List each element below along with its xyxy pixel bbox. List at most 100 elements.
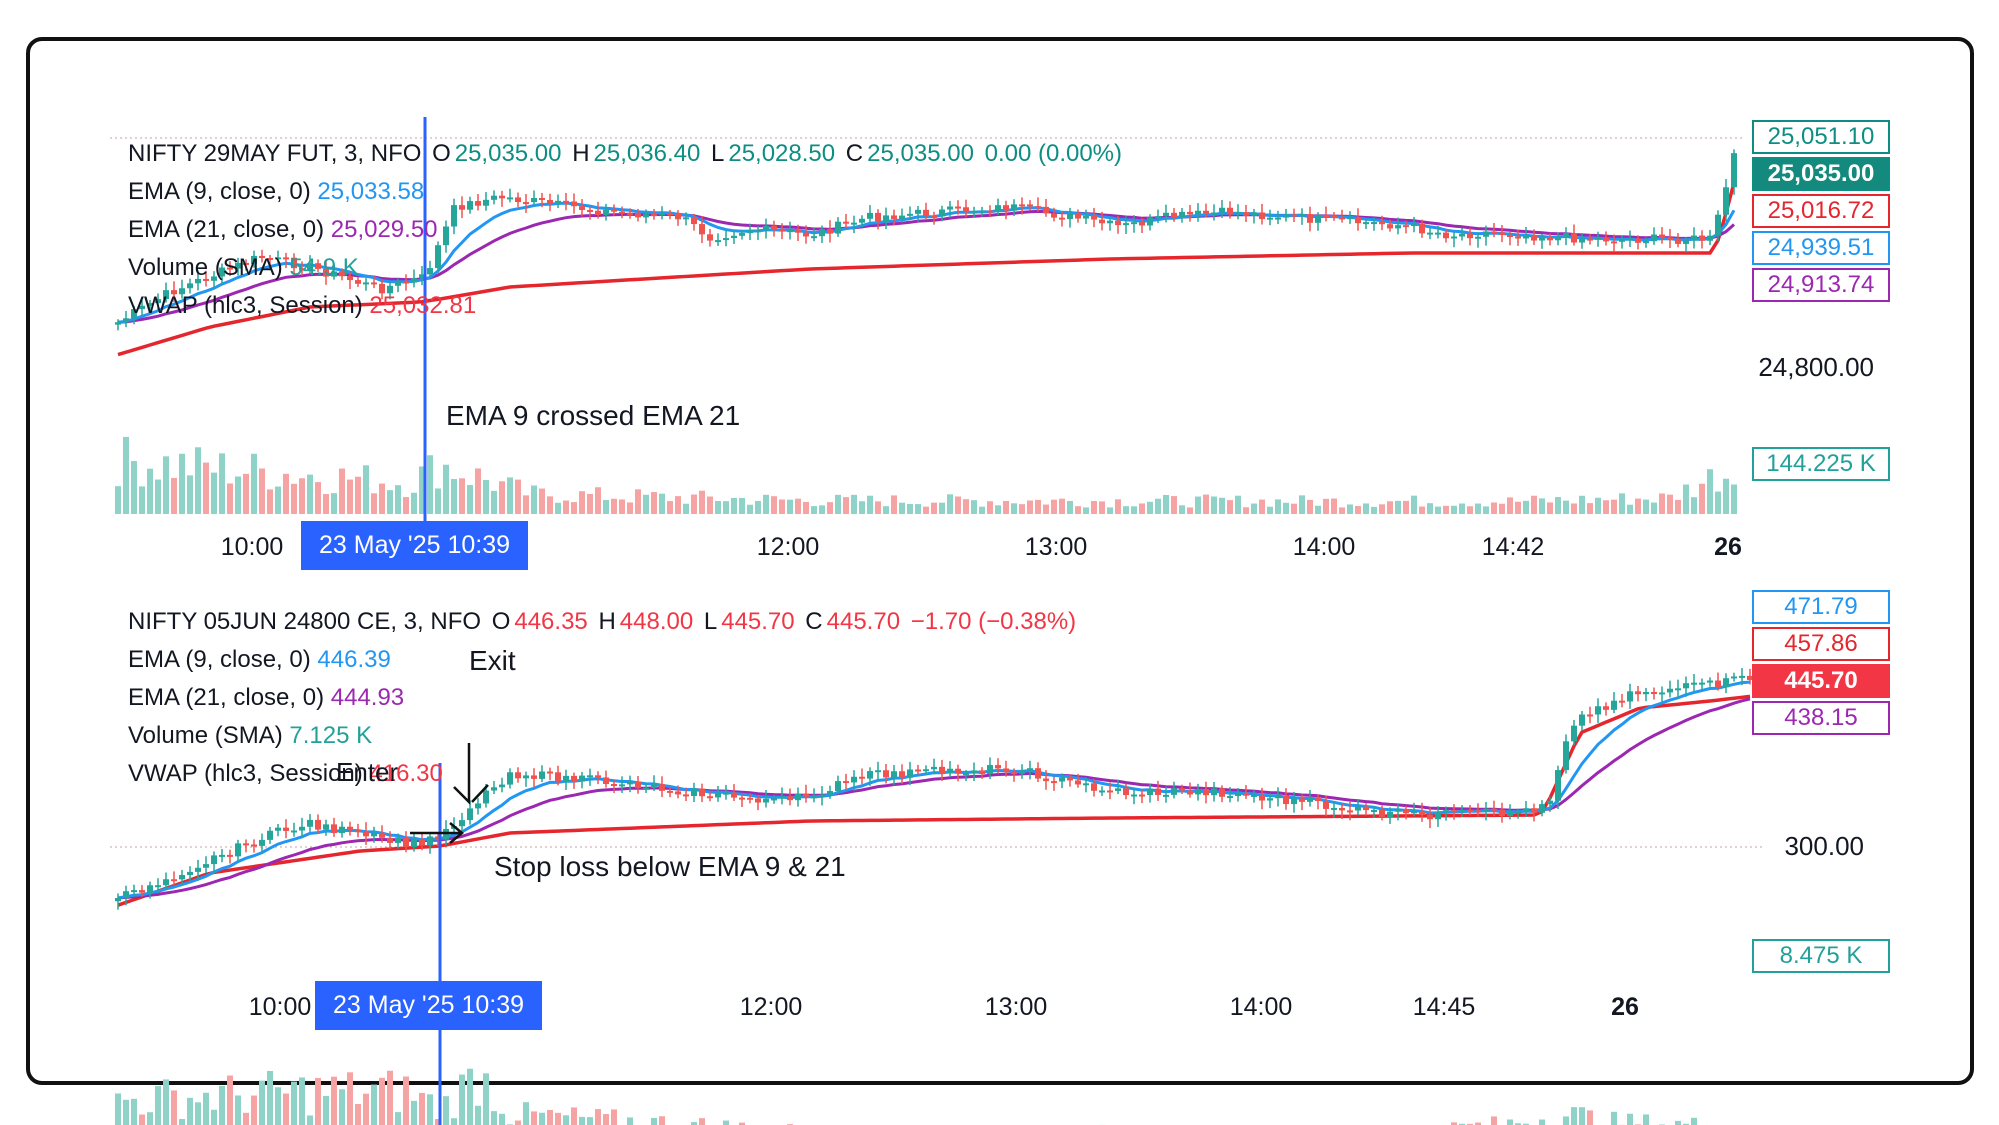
options-chart-canvas[interactable]: [110, 585, 1900, 1125]
vwap-row[interactable]: VWAP (hlc3, Session) 25,032.81: [128, 287, 1126, 325]
candle-body: [931, 215, 937, 218]
vwap-row[interactable]: VWAP (hlc3, Session) 416.30: [128, 755, 1080, 793]
candle-body: [1475, 810, 1481, 813]
volume-bar: [699, 1118, 705, 1125]
candle-body: [851, 776, 857, 783]
candle-body: [187, 283, 193, 289]
volume-bar: [115, 1093, 121, 1125]
candle-body: [619, 784, 625, 787]
candle-body: [1627, 691, 1633, 702]
volume-bar: [1507, 1119, 1513, 1125]
ema9-value: 446.39: [317, 646, 391, 673]
price-tag-ema9: 24,939.51: [1752, 231, 1890, 265]
candle-body: [1515, 811, 1521, 814]
candle-body: [747, 230, 753, 234]
candle-body: [763, 225, 769, 231]
options-chart-panel[interactable]: NIFTY 05JUN 24800 CE, 3, NFO O 446.35 H 44…: [110, 585, 1900, 1125]
volume-bar: [443, 464, 449, 514]
volume-bar: [1331, 498, 1337, 514]
volume-bar: [1483, 506, 1489, 514]
candle-body: [1195, 210, 1201, 215]
volume-bar: [451, 1118, 457, 1125]
ema21-row[interactable]: EMA (21, close, 0) 25,029.50: [128, 211, 1126, 249]
candle-body: [1243, 212, 1249, 216]
volume-bar: [1587, 503, 1593, 514]
candle-body: [1667, 237, 1673, 240]
volume-bar: [1675, 499, 1681, 514]
candle-body: [1715, 680, 1721, 688]
candle-body: [627, 781, 633, 785]
volume-bar: [667, 501, 673, 514]
candle-body: [979, 770, 985, 775]
volume-bar: [747, 504, 753, 514]
candle-body: [659, 784, 665, 791]
candle-body: [115, 897, 121, 902]
volume-bar: [243, 1112, 249, 1125]
candle-body: [563, 775, 569, 783]
volume-bar: [1339, 507, 1345, 514]
candle-body: [1739, 675, 1745, 678]
candle-body: [1635, 238, 1641, 243]
candle-body: [1131, 794, 1137, 797]
ema9-row[interactable]: EMA (9, close, 0) 446.39: [128, 641, 1080, 679]
volume-bar: [163, 1079, 169, 1125]
volume-bar: [731, 497, 737, 514]
candle-body: [627, 212, 633, 215]
volume-bar: [1139, 503, 1145, 514]
candle-body: [819, 229, 825, 237]
candle-body: [1275, 217, 1281, 220]
close-label: C: [845, 140, 864, 167]
candle-body: [1451, 236, 1457, 239]
volume-row[interactable]: Volume (SMA) 7.125 K: [128, 717, 1080, 755]
volume-row[interactable]: Volume (SMA) 54.9 K: [128, 249, 1126, 287]
candle-body: [507, 197, 513, 200]
volume-bar: [723, 1120, 729, 1125]
volume-bar: [627, 502, 633, 514]
candle-body: [715, 240, 721, 243]
candle-body: [1611, 241, 1617, 244]
candle-body: [1547, 800, 1553, 805]
volume-bar: [1347, 504, 1353, 514]
futures-chart-panel[interactable]: NIFTY 29MAY FUT, 3, NFO O 25,035.00 H 25,0…: [110, 117, 1900, 575]
candle-body: [691, 217, 697, 225]
price-tag-ema9: 471.79: [1752, 590, 1890, 624]
ema21-row[interactable]: EMA (21, close, 0) 444.93: [128, 679, 1080, 717]
volume-bar: [1627, 1113, 1633, 1125]
candle-body: [1219, 788, 1225, 797]
volume-bar: [1211, 496, 1217, 514]
candle-body: [683, 217, 689, 220]
candle-body: [435, 245, 441, 269]
candle-body: [211, 855, 217, 865]
candle-body: [1643, 691, 1649, 695]
volume-bar: [691, 1122, 697, 1125]
candle-body: [547, 771, 553, 774]
candle-body: [1579, 714, 1585, 726]
candle-body: [507, 772, 513, 785]
futures-chart-canvas[interactable]: [110, 117, 1900, 575]
volume-bar: [315, 1078, 321, 1125]
candle-body: [555, 772, 561, 783]
volume-bar: [515, 1120, 521, 1125]
volume-bar: [203, 1092, 209, 1125]
volume-bar: [291, 483, 297, 514]
ema21-label: EMA (21, close, 0): [128, 684, 325, 711]
candle-body: [307, 263, 313, 271]
x-tick: 10:00: [248, 993, 312, 1021]
candle-body: [347, 826, 353, 831]
candle-body: [1475, 236, 1481, 239]
volume-axis-tag: 8.475 K: [1752, 939, 1890, 973]
ohlc-row: NIFTY 29MAY FUT, 3, NFO O 25,035.00 H 25,0…: [128, 135, 1126, 173]
volume-bar: [139, 486, 145, 514]
candle-body: [1515, 236, 1521, 239]
futures-legend: NIFTY 29MAY FUT, 3, NFO O 25,035.00 H 25,0…: [128, 135, 1126, 325]
symbol-label[interactable]: NIFTY 05JUN 24800 CE, 3, NFO: [128, 608, 482, 635]
candle-body: [1459, 233, 1465, 237]
candle-body: [603, 777, 609, 784]
candle-body: [339, 271, 345, 277]
volume-bar: [331, 493, 337, 514]
volume-bar: [811, 506, 817, 514]
symbol-label[interactable]: NIFTY 29MAY FUT, 3, NFO: [128, 140, 422, 167]
candle-body: [1179, 788, 1185, 791]
ema9-row[interactable]: EMA (9, close, 0) 25,033.58: [128, 173, 1126, 211]
candle-body: [1187, 211, 1193, 215]
